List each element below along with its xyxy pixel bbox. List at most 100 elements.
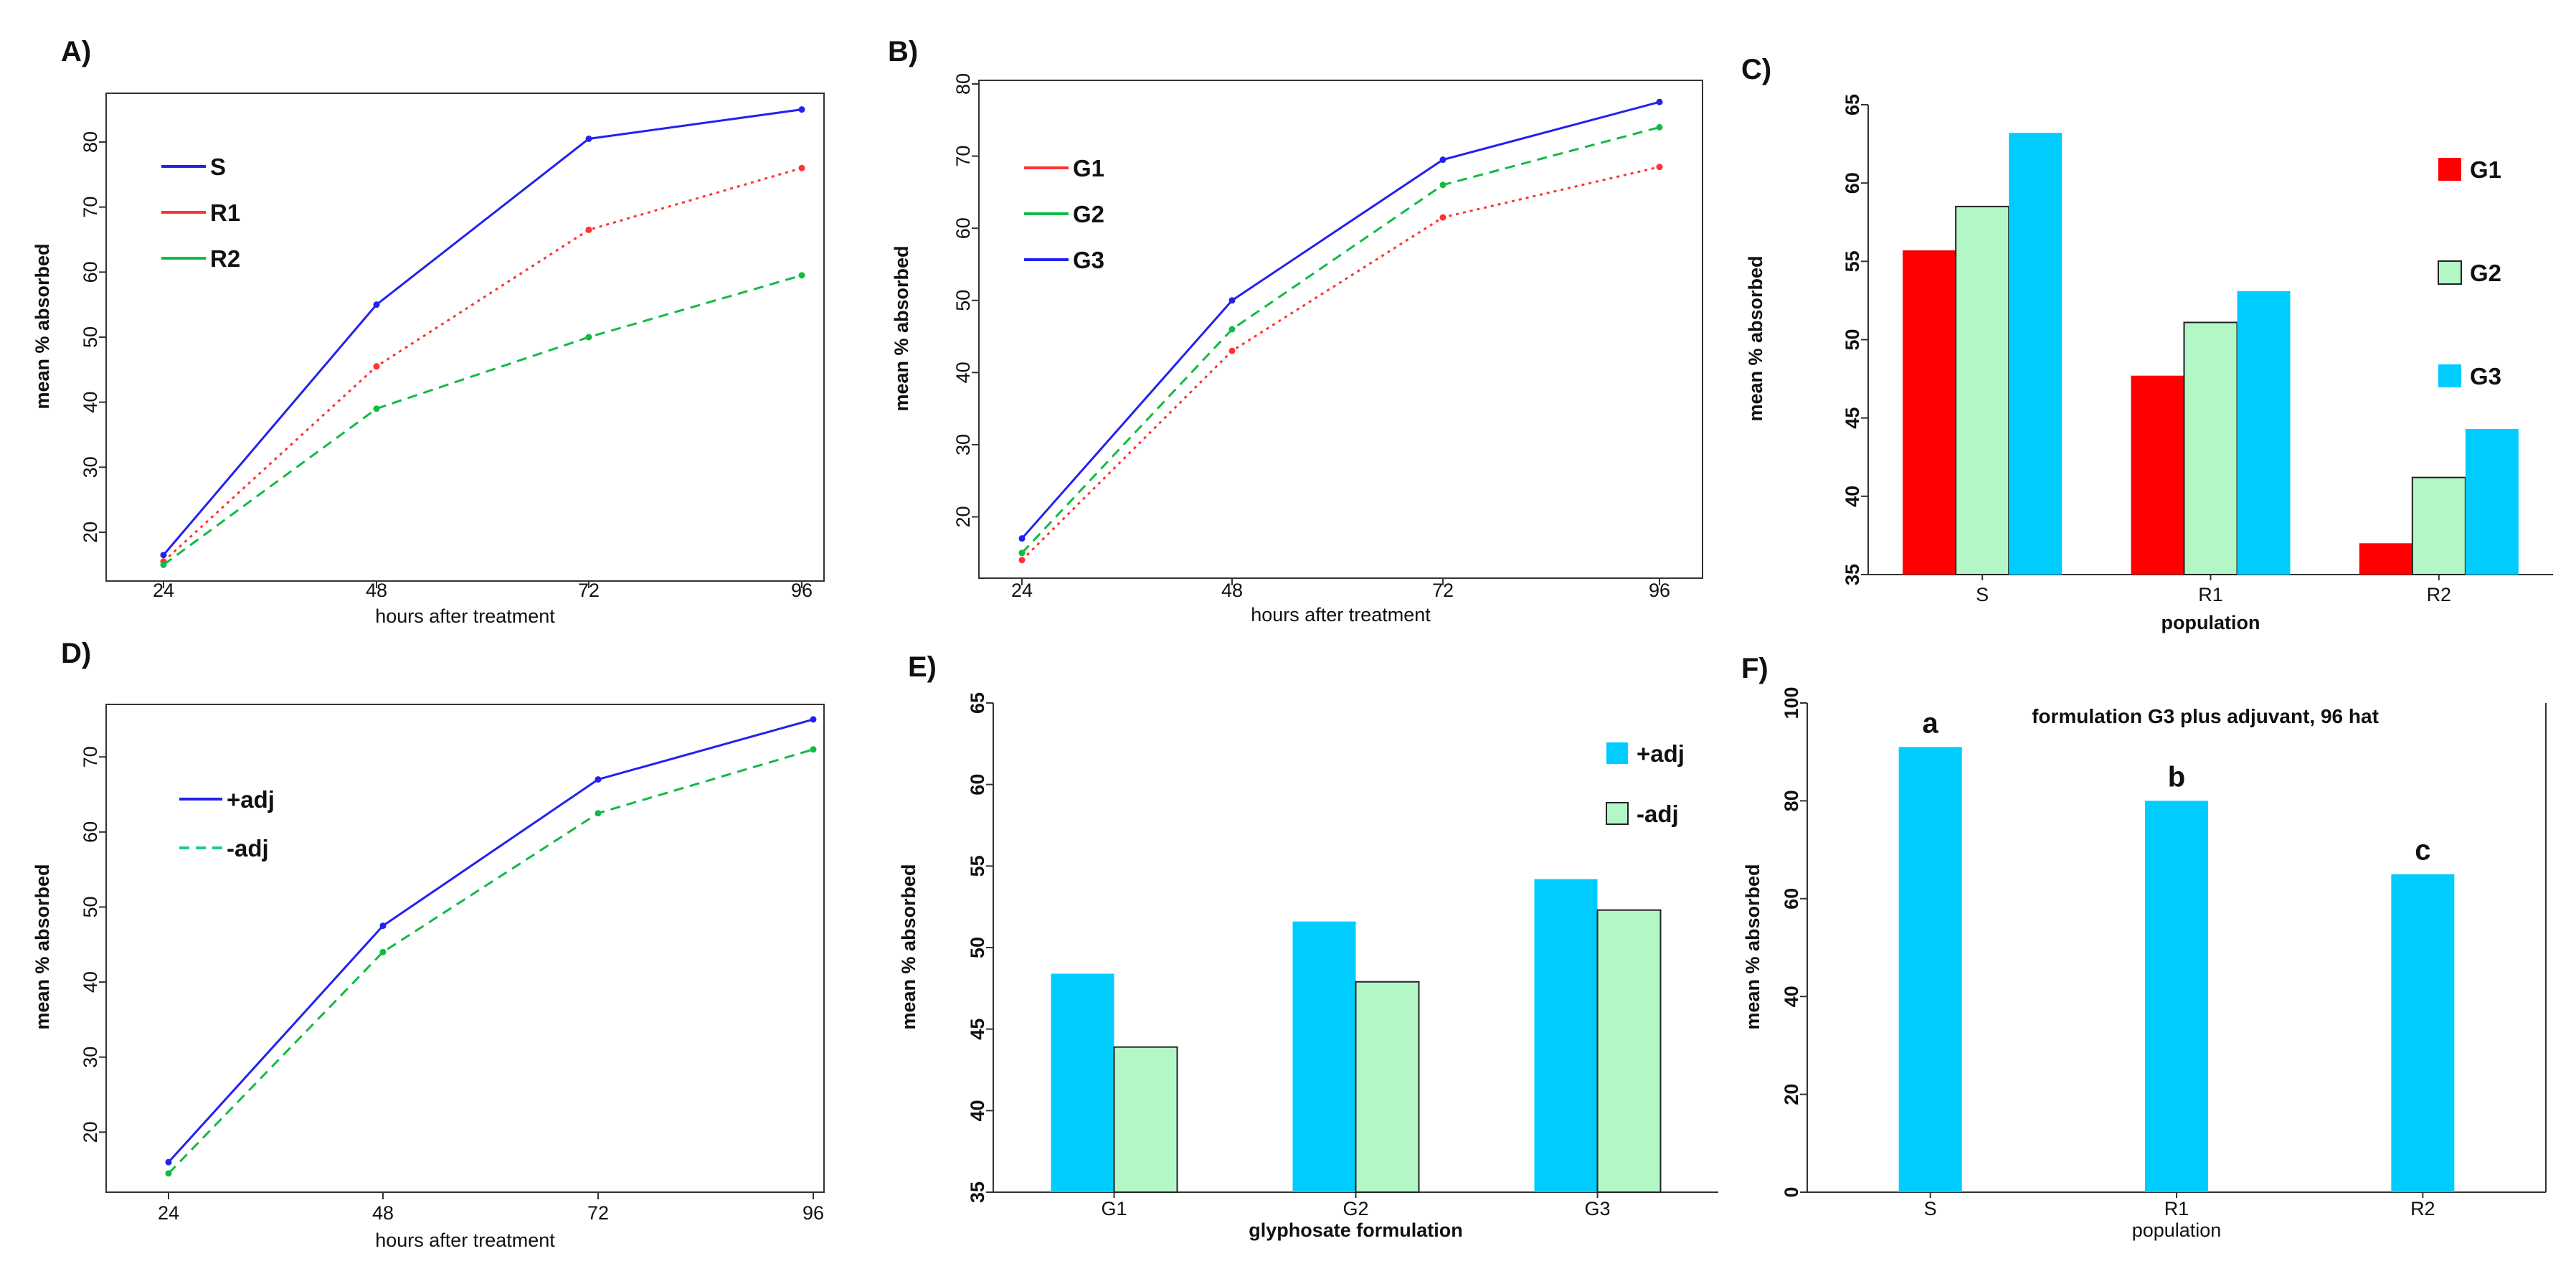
y-tick-label: 40: [952, 362, 974, 383]
panel-label: C): [1741, 54, 1771, 85]
y-tick-label: 65: [1842, 94, 1863, 115]
y-tick-label: 70: [952, 146, 974, 167]
legend-swatch: [1606, 802, 1629, 825]
x-tick-label: R1: [2164, 1198, 2189, 1219]
data-point: [373, 363, 380, 370]
y-tick-label: 35: [967, 1181, 988, 1203]
x-tick-label: 24: [153, 580, 174, 601]
series-line-g1: [1021, 166, 1660, 561]
x-axis-title: glyphosate formulation: [1249, 1219, 1463, 1241]
data-point: [1439, 181, 1446, 189]
x-tick-label: 72: [587, 1202, 609, 1224]
x-tick-label: G3: [1584, 1198, 1610, 1219]
y-tick-label: 50: [952, 290, 974, 311]
y-tick-label: 20: [80, 1121, 101, 1143]
x-tick-label: S: [1976, 584, 1989, 605]
y-axis-title: mean % absorbed: [1742, 864, 1763, 1029]
y-axis-title: mean % absorbed: [898, 864, 919, 1029]
y-tick-label: 60: [1842, 172, 1863, 194]
significance-letter: b: [2168, 761, 2185, 793]
chart-panel-d: D) 20 30 40 50 60 70 mean % absorbed hours after…: [32, 638, 825, 1251]
y-tick-label: 70: [80, 746, 101, 768]
data-point: [373, 301, 380, 308]
y-axis-title: mean % absorbed: [1745, 255, 1766, 421]
chart-panel-a: A) 20 30 40 50 60 70 80 mean % absorbed hours aft…: [32, 36, 825, 627]
bar-g3-r2: [2465, 428, 2519, 575]
y-tick-label: 40: [1781, 986, 1802, 1007]
x-tick-label: 72: [1432, 580, 1454, 601]
data-point: [1228, 297, 1236, 304]
series-line-s: [162, 108, 802, 556]
y-tick-label: 40: [80, 971, 101, 993]
legend-swatch: [2438, 158, 2461, 181]
chart-panel-b: B) 20 30 40 50 60 70 80 mean % absorbed hours aft…: [888, 36, 1703, 626]
x-tick-label: R1: [2198, 584, 2223, 605]
legend-label: G3: [2470, 363, 2501, 390]
y-tick-label: 70: [80, 197, 101, 218]
y-tick-label: 80: [1781, 790, 1802, 811]
y-tick-label: 30: [952, 434, 974, 455]
data-point: [585, 226, 592, 233]
x-axis-title: hours after treatment: [1251, 604, 1431, 626]
panel-label: A): [61, 36, 91, 67]
data-point: [165, 1158, 172, 1166]
legend-label: G1: [2470, 156, 2501, 183]
y-tick-label: 20: [1781, 1084, 1802, 1105]
x-tick-label: 48: [372, 1202, 394, 1224]
data-point: [379, 922, 387, 930]
y-tick-label: 20: [80, 521, 101, 543]
bar-g1-r2: [2359, 543, 2412, 575]
bar-adj-g1: [1113, 1046, 1178, 1193]
y-tick-label: 80: [80, 131, 101, 153]
data-point: [810, 716, 817, 723]
data-point: [1228, 347, 1236, 354]
y-tick-label: 45: [967, 1019, 988, 1040]
y-axis-title: mean % absorbed: [891, 245, 912, 411]
data-point: [1656, 123, 1663, 131]
bar-g2-r1: [2183, 321, 2238, 575]
legend-label: R2: [210, 245, 240, 272]
bar-adj-g2: [1292, 921, 1356, 1192]
series-line-adj: [167, 748, 814, 1174]
data-point: [798, 106, 805, 113]
legend-label: S: [210, 154, 226, 180]
data-point: [1018, 557, 1026, 564]
bar-adj-g3: [1534, 879, 1598, 1192]
legend-label: -adj: [227, 835, 269, 861]
y-tick-label: 60: [952, 217, 974, 239]
x-tick-label: S: [1924, 1198, 1937, 1219]
significance-letter: a: [1923, 707, 1939, 739]
bar-adj-g3: [1596, 909, 1662, 1194]
bar-g1-r1: [2131, 375, 2184, 575]
y-tick-label: 55: [1842, 250, 1863, 272]
bar-g3adjuvant-s: [1898, 747, 1962, 1192]
bar-g3-s: [2009, 133, 2063, 575]
bar-g2-s: [1955, 205, 2010, 575]
data-point: [595, 776, 602, 783]
panel-label: F): [1741, 653, 1768, 684]
y-tick-label: 65: [967, 692, 988, 714]
legend-label: -adj: [1637, 801, 1679, 827]
series-line-r2: [163, 274, 802, 566]
data-point: [595, 810, 602, 817]
bar-g2-r2: [2411, 476, 2466, 576]
data-point: [1656, 164, 1663, 171]
x-tick-label: 96: [802, 1202, 824, 1224]
y-tick-label: 100: [1781, 686, 1802, 719]
bar-g3adjuvant-r2: [2391, 874, 2455, 1192]
chart-panel-f: F) 0 20 40 60 80 100 mean % absorbed population S…: [1741, 653, 2547, 1241]
data-point: [1018, 549, 1026, 557]
x-tick-label: 24: [1011, 580, 1033, 601]
y-tick-label: 0: [1781, 1186, 1802, 1197]
chart-title: formulation G3 plus adjuvant, 96 hat: [2032, 705, 2379, 727]
y-tick-label: 35: [1842, 564, 1863, 585]
data-point: [798, 272, 805, 279]
x-tick-label: 96: [791, 580, 813, 601]
data-point: [1228, 326, 1236, 333]
y-tick-label: 50: [80, 896, 101, 917]
legend-label: G1: [1073, 155, 1104, 181]
x-tick-label: 72: [578, 580, 600, 601]
x-axis-title: hours after treatment: [375, 1229, 555, 1251]
x-tick-label: R2: [2427, 584, 2452, 605]
